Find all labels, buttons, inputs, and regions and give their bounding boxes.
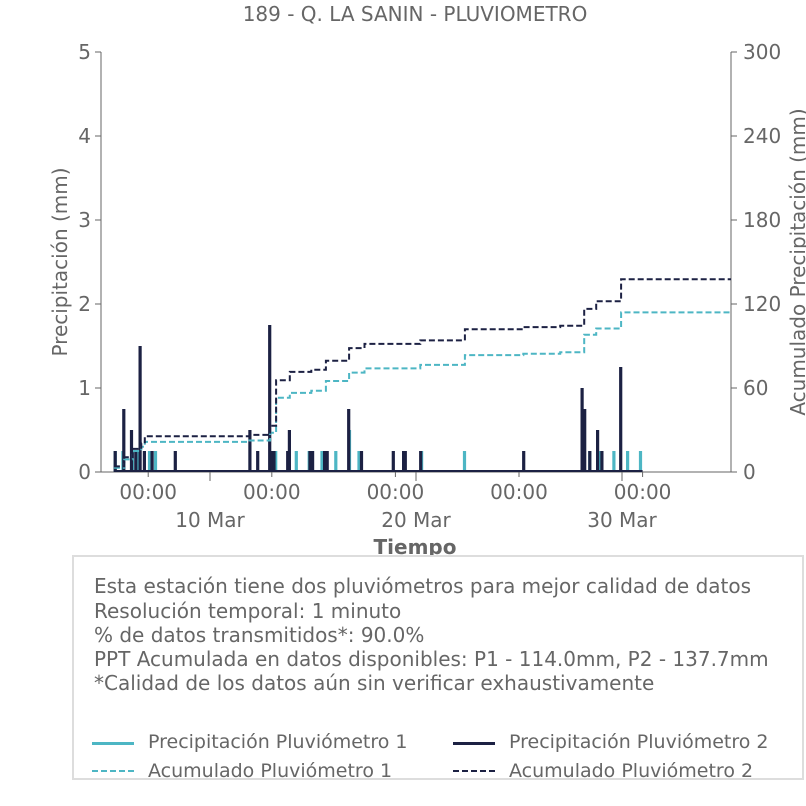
bar-p2	[403, 451, 407, 472]
bar-p1	[357, 451, 361, 472]
x-tick-label: 00:00	[119, 480, 177, 504]
bar-p2	[308, 451, 312, 472]
bar-p1	[320, 451, 324, 472]
y2-tick-label: 180	[743, 208, 781, 232]
bar-p2	[173, 451, 177, 472]
y-tick-label: 4	[78, 124, 91, 148]
bar-p2	[619, 367, 623, 472]
bar-p2	[359, 451, 364, 472]
bar-p2	[323, 451, 327, 472]
legend-swatch-p2-acum	[453, 770, 495, 772]
bar-p2	[347, 409, 351, 472]
legend-swatch-p2-precip	[453, 742, 495, 745]
bar-p2	[134, 451, 138, 472]
bar-p1	[626, 451, 630, 472]
x-date-label: 30 Mar	[587, 508, 657, 532]
x-tick-label: 00:00	[243, 480, 301, 504]
bar-p2	[270, 451, 274, 472]
x-date-label: 20 Mar	[381, 508, 451, 532]
chart-title: 189 - Q. LA SANIN - PLUVIOMETRO	[243, 2, 588, 26]
x-date-label: 10 Mar	[175, 508, 245, 532]
y-tick-label: 1	[78, 376, 91, 400]
y2-tick-label: 240	[743, 124, 781, 148]
bar-p2	[325, 451, 329, 472]
bar-p2	[583, 409, 587, 472]
x-tick-label: 00:00	[490, 480, 548, 504]
bar-p1	[153, 451, 158, 472]
bar-p2	[272, 451, 276, 472]
bar-p2	[311, 451, 315, 472]
info-accumulated: PPT Acumulada en datos disponibles: P1 -…	[94, 647, 769, 671]
bar-p1	[274, 451, 278, 472]
bar-p1	[638, 451, 643, 472]
legend-swatch-p1-acum	[92, 770, 134, 772]
bar-p2	[256, 451, 260, 472]
bar-p2	[138, 346, 142, 472]
bar-p2	[391, 451, 395, 472]
y2-tick-label: 120	[743, 292, 781, 316]
x-tick-label: 00:00	[367, 480, 425, 504]
y-tick-label: 0	[78, 460, 91, 484]
bar-p2	[596, 430, 600, 472]
info-stations-note: Esta estación tiene dos pluviómetros par…	[94, 574, 752, 598]
bar-p1	[462, 451, 467, 472]
bar-p1	[147, 451, 152, 472]
legend-p2-precip: Precipitación Pluviómetro 2	[509, 731, 769, 753]
bar-p2	[580, 388, 584, 472]
y2-axis-label: Acumulado Precipitación (mm)	[786, 108, 806, 415]
x-tick-label: 00:00	[614, 480, 672, 504]
y-tick-label: 2	[78, 292, 91, 316]
bar-p2	[287, 430, 291, 472]
series-line-acum-p2	[113, 278, 731, 468]
bar-p2	[522, 451, 526, 472]
legend-p2-acum: Acumulado Pluviómetro 2	[509, 760, 754, 782]
y2-tick-label: 60	[743, 376, 768, 400]
bar-p2	[402, 451, 406, 472]
legend-p1-acum: Acumulado Pluviómetro 1	[148, 760, 393, 782]
legend-swatch-p1-precip	[92, 742, 134, 745]
plot-area: 0 1 2 3 4 5 0 60 120 180 240 300 00:00 00:00 00:00 00:0…	[78, 40, 781, 532]
bar-p2	[142, 451, 146, 472]
y-axis-label: Precipitación (mm)	[48, 167, 72, 356]
series-line-acum-p1	[113, 311, 731, 469]
y-tick-label: 3	[78, 208, 91, 232]
bar-p2	[150, 451, 154, 472]
info-resolution: Resolución temporal: 1 minuto	[94, 599, 402, 623]
precipitation-chart: 189 - Q. LA SANIN - PLUVIOMETRO 0 1 2 3 4 5 0 6…	[48, 2, 806, 559]
bar-p2	[588, 451, 592, 472]
legend-p1-precip: Precipitación Pluviómetro 1	[148, 731, 408, 753]
bar-p1	[612, 451, 616, 472]
info-quality-note: *Calidad de los datos aún sin verificar …	[94, 671, 655, 695]
bar-p1	[136, 451, 140, 472]
bar-p2	[268, 325, 272, 472]
bar-p1	[598, 451, 602, 472]
y2-tick-label: 0	[743, 460, 756, 484]
info-panel: Esta estación tiene dos pluviómetros par…	[72, 555, 804, 782]
bar-p2	[129, 430, 134, 472]
bar-p2	[248, 430, 252, 472]
info-transmitted: % de datos transmitidos*: 90.0%	[94, 623, 425, 647]
bar-p2	[419, 451, 423, 472]
y-tick-label: 5	[78, 40, 91, 64]
y2-tick-label: 300	[743, 40, 781, 64]
bar-p1	[294, 451, 298, 472]
bar-p2	[122, 409, 126, 472]
bar-p2	[286, 451, 290, 472]
bar-p2	[600, 451, 604, 472]
bar-p1	[334, 451, 338, 472]
bar-p2	[113, 451, 117, 472]
